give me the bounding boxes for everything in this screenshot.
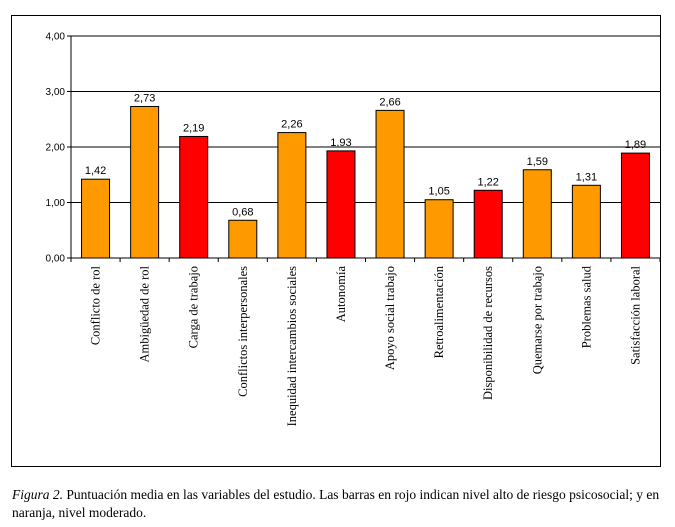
category-label: Inequidad intercambios sociales: [285, 266, 299, 426]
data-label: 1,93: [330, 137, 351, 149]
category-label: Apoyo social trabajo: [383, 266, 397, 370]
y-tick-label: 0,00: [46, 254, 66, 265]
bar: [424, 199, 454, 259]
caption-text: Puntuación media en las variables del es…: [12, 487, 660, 520]
bar: [81, 178, 111, 259]
y-tick-label: 1,00: [46, 198, 66, 209]
bar: [326, 150, 356, 259]
y-tick-label: 2,00: [46, 143, 66, 154]
figure-caption: Figura 2. Puntuación media en las variab…: [12, 486, 662, 522]
data-label: 1,22: [477, 176, 498, 188]
category-label: Disponibilidad de recursos: [481, 266, 495, 400]
bar-chart: 0,00 1,00 2,00 3,00 4,00 1,42 2,73 2,19 0,68 2,2…: [46, 32, 661, 426]
bars: [81, 105, 650, 259]
category-label: Quemarse por trabajo: [530, 266, 544, 374]
bar: [228, 219, 258, 259]
data-label: 0,68: [232, 206, 253, 218]
category-label: Ambigüedad de rol: [138, 265, 152, 362]
data-label: 1,05: [428, 186, 449, 198]
y-axis-ticks: 0,00 1,00 2,00 3,00 4,00: [46, 32, 66, 265]
bar: [179, 135, 209, 259]
data-label: 1,89: [625, 139, 646, 151]
data-label: 2,73: [134, 92, 155, 104]
bar: [571, 184, 601, 259]
data-labels: 1,42 2,73 2,19 0,68 2,26 1,93 2,66 1,05 1,22 1,59…: [85, 92, 646, 218]
bar: [277, 132, 307, 259]
figure-label: Figura 2.: [12, 487, 64, 502]
y-tick-label: 3,00: [46, 87, 66, 98]
bar: [620, 152, 650, 259]
gridlines: [67, 35, 661, 262]
category-label: Satisfacción laboral: [628, 265, 642, 364]
bar: [522, 169, 552, 259]
bar: [130, 105, 160, 259]
category-labels: Conflicto de rol Ambigüedad de rol Carga d…: [89, 265, 643, 426]
category-label: Conflictos interpersonales: [236, 266, 250, 397]
category-label: Problemas salud: [579, 265, 593, 348]
category-label: Autonomía: [334, 266, 348, 323]
category-label: Carga de trabajo: [187, 266, 201, 348]
data-label: 1,31: [576, 171, 597, 183]
y-tick-label: 4,00: [46, 32, 66, 43]
category-label: Retroalimentación: [432, 265, 446, 358]
data-label: 2,66: [379, 96, 400, 108]
data-label: 1,42: [85, 165, 106, 177]
chart-frame: [11, 15, 661, 467]
data-label: 1,59: [527, 156, 548, 168]
bar: [473, 189, 503, 259]
bar: [375, 109, 405, 259]
category-label: Conflicto de rol: [89, 265, 103, 345]
data-label: 2,19: [183, 122, 204, 134]
data-label: 2,26: [281, 119, 302, 131]
